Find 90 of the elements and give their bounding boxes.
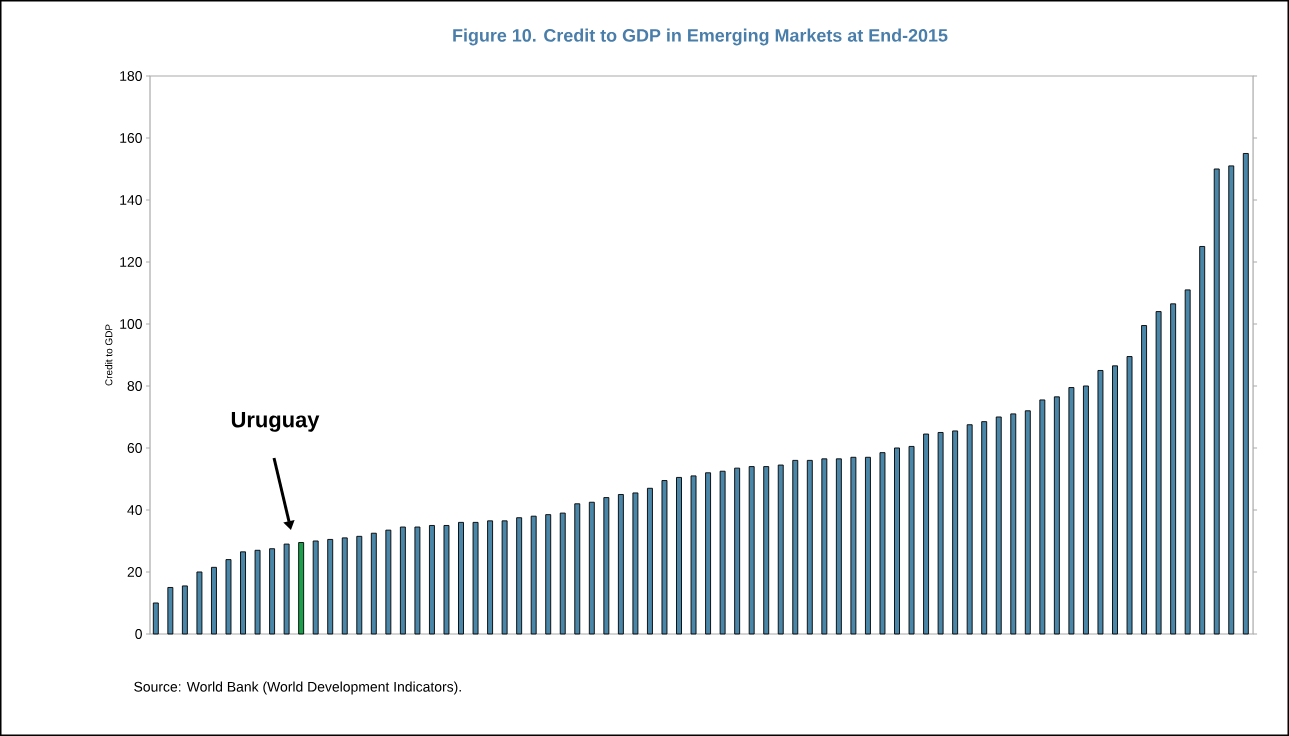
- bar: [516, 517, 523, 635]
- bar: [1024, 410, 1031, 635]
- bar: [181, 585, 188, 635]
- bar: [995, 416, 1002, 635]
- bar: [414, 526, 421, 635]
- bar: [283, 543, 290, 635]
- bar: [617, 494, 624, 635]
- bar: [676, 476, 682, 635]
- bar: [1068, 387, 1075, 635]
- source-note: Source: World Bank (World Development Indicators).: [134, 681, 461, 695]
- bar: [632, 492, 639, 635]
- bar: [458, 521, 464, 635]
- bar: [1039, 399, 1046, 635]
- bar: [1082, 385, 1089, 635]
- bar: [1112, 365, 1118, 635]
- bar: [399, 526, 406, 635]
- bar: [748, 466, 755, 635]
- bar: [661, 480, 668, 635]
- bar: [225, 559, 232, 635]
- bar: [501, 520, 508, 635]
- bar: [559, 512, 566, 635]
- bar: [806, 459, 813, 635]
- bar: [719, 470, 726, 635]
- bar: [937, 432, 944, 635]
- bar: [835, 458, 842, 635]
- bar: [952, 430, 959, 635]
- bar: [1141, 325, 1148, 635]
- bar: [1184, 289, 1191, 635]
- bar: [879, 452, 886, 635]
- bar: [298, 542, 305, 635]
- y-tick-label: 80: [127, 381, 142, 391]
- annotation: Uruguay: [231, 412, 320, 432]
- bar: [981, 421, 988, 635]
- bar: [1170, 303, 1177, 635]
- bar: [429, 525, 435, 635]
- y-tick-label: 100: [120, 319, 142, 329]
- bar: [1199, 246, 1206, 635]
- bar: [545, 514, 552, 635]
- bar: [341, 537, 348, 635]
- bar: [1213, 168, 1220, 635]
- chart-title: Figure 10. Credit to GDP in Emerging Markets at End-2015: [453, 28, 948, 46]
- bar: [370, 532, 377, 635]
- bar: [777, 464, 784, 635]
- y-tick-label: 180: [120, 71, 142, 81]
- bar: [269, 548, 276, 635]
- bar: [1242, 153, 1249, 635]
- bar: [530, 515, 537, 635]
- bar: [152, 602, 159, 635]
- y-tick-label: 120: [120, 257, 142, 267]
- bar: [211, 566, 217, 635]
- bar: [487, 520, 494, 635]
- bar: [385, 529, 392, 635]
- bar: [705, 472, 712, 635]
- y-tick-label: 60: [127, 443, 142, 453]
- bar: [966, 424, 973, 635]
- bar: [356, 535, 363, 635]
- bar: [240, 551, 246, 635]
- bar: [472, 521, 479, 635]
- bar: [923, 433, 930, 635]
- bar: [588, 501, 595, 635]
- bar: [1053, 396, 1060, 635]
- bar: [690, 475, 697, 635]
- bar: [574, 503, 581, 635]
- bar: [646, 487, 653, 635]
- bar: [763, 466, 770, 635]
- bar: [1228, 165, 1235, 635]
- bar: [864, 456, 871, 635]
- bar: [1155, 311, 1162, 635]
- y-tick-label: 140: [120, 195, 142, 205]
- y-axis-title: Credit to GDP: [105, 324, 113, 386]
- bar: [821, 458, 828, 635]
- bar: [1010, 413, 1017, 635]
- bar: [327, 538, 334, 635]
- y-tick-label: 0: [135, 629, 142, 639]
- bar: [1126, 356, 1133, 635]
- y-tick-label: 40: [127, 505, 142, 515]
- y-tick-label: 20: [127, 567, 142, 577]
- bar: [734, 467, 741, 635]
- bar: [254, 549, 261, 635]
- bar: [167, 587, 174, 635]
- y-tick-label: 160: [120, 133, 142, 143]
- bar: [443, 525, 450, 635]
- bar: [894, 447, 900, 635]
- bar: [196, 571, 203, 635]
- bar: [850, 456, 857, 635]
- bar: [792, 459, 799, 635]
- bar: [1097, 370, 1104, 635]
- bar: [312, 540, 319, 635]
- bar: [603, 497, 610, 635]
- bar: [908, 445, 915, 635]
